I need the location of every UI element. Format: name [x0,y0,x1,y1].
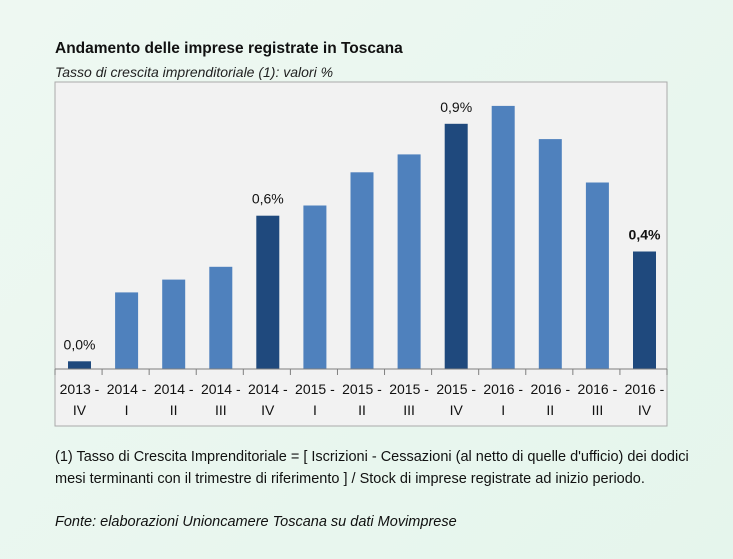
x-tick-label-quarter: II [546,402,554,418]
source-note: Fonte: elaborazioni Unioncamere Toscana … [55,514,457,530]
bar-6 [350,172,374,369]
bar-12 [633,251,656,369]
x-tick-label-year: 2015 - [342,381,382,397]
bar-10 [538,139,562,369]
x-tick-label-year: 2015 - [295,381,335,397]
x-tick-label-quarter: III [592,402,604,418]
x-tick-label-quarter: IV [73,402,87,418]
bar-5 [303,205,327,369]
footnote: (1) Tasso di Crescita Imprenditoriale = … [55,449,689,487]
x-tick-label-quarter: I [501,402,505,418]
bar-4 [256,215,280,369]
bar-7 [397,154,421,369]
x-tick-label-year: 2016 - [530,381,570,397]
x-tick-label-year: 2015 - [389,381,429,397]
bar-3 [209,266,233,369]
data-label: 0,4% [629,227,661,243]
data-label: 0,9% [440,99,472,115]
x-tick-label-quarter: IV [450,402,464,418]
x-tick-label-year: 2014 - [201,381,241,397]
x-tick-label-quarter: IV [261,402,275,418]
bar-2 [162,279,186,369]
x-tick-label-quarter: II [170,402,178,418]
x-tick-label-quarter: II [358,402,366,418]
x-tick-label-year: 2016 - [578,381,618,397]
x-tick-label-year: 2014 - [248,381,288,397]
bar-9 [491,105,515,370]
bar-1 [115,292,139,369]
x-tick-label-year: 2015 - [436,381,476,397]
chart-subtitle: Tasso di crescita imprenditoriale (1): v… [55,64,334,80]
data-label: 0,0% [64,336,96,352]
x-tick-label-quarter: I [125,402,129,418]
x-tick-label-quarter: IV [638,402,652,418]
x-tick-label-year: 2014 - [154,381,194,397]
bar-11 [585,182,609,369]
bar-0 [68,361,91,369]
x-tick-label-quarter: I [313,402,317,418]
bar-8 [444,123,468,369]
x-tick-label-year: 2016 - [625,381,665,397]
x-tick-label-quarter: III [215,402,227,418]
x-tick-label-year: 2013 - [60,381,100,397]
x-tick-label-year: 2014 - [107,381,147,397]
x-tick-label-year: 2016 - [483,381,523,397]
data-label: 0,6% [252,191,284,207]
chart-title: Andamento delle imprese registrate in To… [55,40,403,57]
x-tick-label-quarter: III [403,402,415,418]
